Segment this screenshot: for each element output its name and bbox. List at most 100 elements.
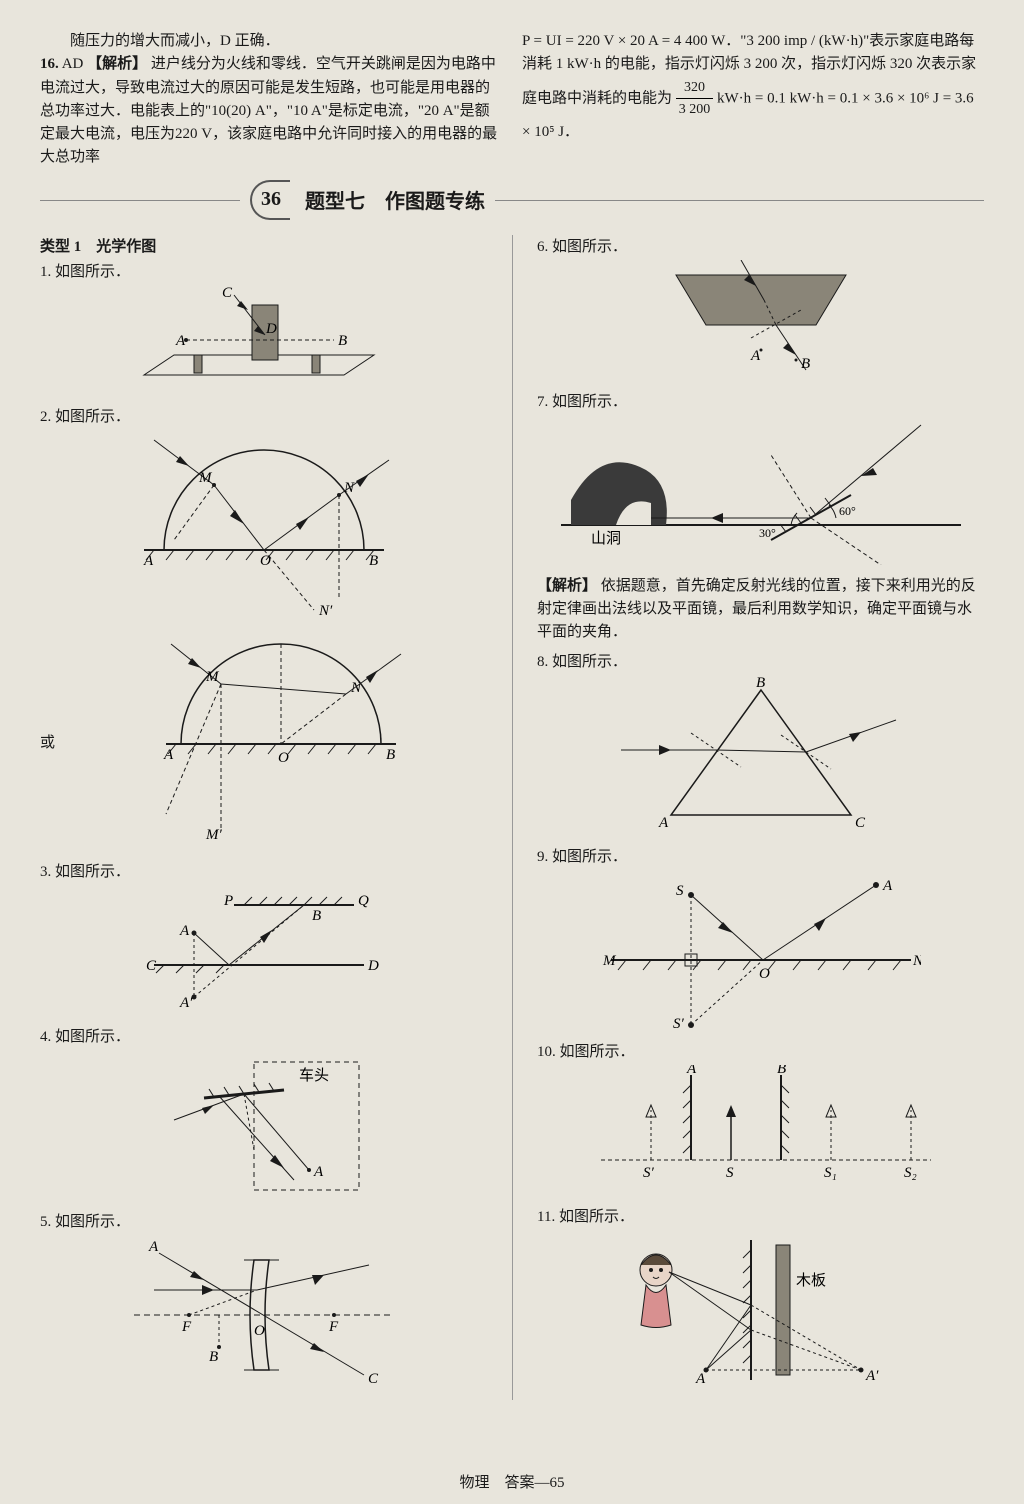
q2-label: 2. 如图所示．: [40, 405, 487, 426]
svg-text:A: A: [148, 1239, 159, 1255]
svg-text:N: N: [912, 953, 921, 969]
q7-figure: 山洞 60° 30°: [551, 415, 971, 565]
svg-text:B: B: [338, 333, 347, 349]
top-right-col: P = UI = 220 V × 20 A = 4 400 W．"3 200 i…: [522, 30, 984, 170]
svg-text:山洞: 山洞: [591, 530, 621, 547]
svg-text:S′: S′: [673, 1016, 685, 1030]
svg-text:车头: 车头: [299, 1067, 329, 1084]
frac-num: 320: [676, 77, 714, 100]
svg-text:A: A: [143, 553, 154, 569]
svg-text:B: B: [777, 1065, 786, 1077]
top-left-col: 随压力的增大而减小，D 正确． 16. AD 【解析】 进户线分为火线和零线．空…: [40, 30, 502, 170]
q8-label: 8. 如图所示．: [537, 650, 984, 671]
q9-figure: M N O S S′ A: [601, 870, 921, 1030]
q5-figure: F F O A C B: [124, 1235, 404, 1385]
svg-text:A: A: [686, 1065, 697, 1077]
header-title: 题型七 作图题专练: [305, 185, 485, 214]
q9-label: 9. 如图所示．: [537, 845, 984, 866]
svg-text:D: D: [367, 958, 379, 974]
svg-text:F: F: [328, 1319, 339, 1335]
svg-text:F: F: [181, 1319, 192, 1335]
intro-line: 随压力的增大而减小，D 正确．: [40, 30, 502, 53]
svg-text:A: A: [695, 1371, 706, 1387]
column-divider: [512, 235, 513, 1401]
page-footer: 物理 答案—65: [0, 1471, 1024, 1492]
q6-label: 6. 如图所示．: [537, 235, 984, 256]
svg-text:N′: N′: [318, 603, 333, 619]
q9: 9. 如图所示． M N O S S′ A: [537, 845, 984, 1030]
svg-text:M: M: [205, 669, 220, 685]
svg-text:B: B: [756, 675, 765, 691]
q1-figure: A B C D: [124, 285, 404, 395]
svg-text:A: A: [882, 878, 893, 894]
svg-text:B: B: [801, 356, 810, 372]
q7-analysis-label: 【解析】: [537, 578, 597, 594]
svg-text:S: S: [726, 1165, 734, 1181]
svg-text:M′: M′: [205, 827, 222, 843]
or-label: 或: [40, 731, 55, 752]
svg-text:B: B: [209, 1349, 218, 1365]
q5: 5. 如图所示． F F O A C: [40, 1210, 487, 1385]
svg-text:N: N: [350, 680, 362, 696]
q6-figure: A B: [646, 260, 876, 380]
q16-ans: AD: [62, 56, 84, 72]
q16: 16. AD 【解析】 进户线分为火线和零线．空气开关跳闸是因为电路中电流过大，…: [40, 53, 502, 169]
q2-figure-b: A B O M N M′: [136, 634, 416, 844]
q16-num: 16.: [40, 56, 59, 72]
q1-label: 1. 如图所示．: [40, 260, 487, 281]
svg-text:C: C: [855, 815, 866, 831]
header-line: [40, 200, 984, 201]
q2-figure-a: A O B M N N′: [114, 430, 414, 620]
q7-label: 7. 如图所示．: [537, 390, 984, 411]
svg-text:A: A: [179, 923, 190, 939]
svg-text:C: C: [222, 285, 233, 301]
q4: 4. 如图所示． 车头 A: [40, 1025, 487, 1200]
svg-text:60°: 60°: [839, 504, 856, 518]
q2: 2. 如图所示． A O B M N: [40, 405, 487, 854]
svg-text:A: A: [658, 815, 669, 831]
svg-text:Q: Q: [358, 893, 369, 909]
svg-text:O: O: [759, 966, 770, 982]
svg-text:O: O: [254, 1323, 265, 1339]
q3-figure: P Q B C D A A′: [144, 885, 384, 1015]
svg-text:S′: S′: [643, 1165, 655, 1181]
frac-den: 3 200: [676, 99, 714, 121]
q10-figure: A B S S′ S₁ S₂: [581, 1065, 941, 1195]
left-column: 类型 1 光学作图 1. 如图所示． A B C: [40, 235, 502, 1401]
right-text: P = UI = 220 V × 20 A = 4 400 W．"3 200 i…: [522, 30, 984, 144]
q3-label: 3. 如图所示．: [40, 860, 487, 881]
svg-text:S: S: [676, 883, 684, 899]
header-badge: 36 题型七 作图题专练: [240, 180, 495, 220]
header-number: 36: [250, 180, 290, 220]
main-content: 类型 1 光学作图 1. 如图所示． A B C: [40, 235, 984, 1401]
q3: 3. 如图所示． P Q B C D A A′: [40, 860, 487, 1015]
q8-figure: B A C: [611, 675, 911, 835]
svg-text:C: C: [368, 1371, 379, 1385]
svg-text:A: A: [313, 1164, 324, 1180]
svg-text:S₂: S₂: [904, 1165, 917, 1181]
svg-text:O: O: [260, 553, 271, 569]
svg-text:M: M: [602, 953, 617, 969]
svg-text:A′: A′: [865, 1368, 879, 1384]
svg-text:P: P: [223, 893, 233, 909]
q4-figure: 车头 A: [154, 1050, 374, 1200]
q1: 1. 如图所示． A B C D: [40, 260, 487, 395]
q5-label: 5. 如图所示．: [40, 1210, 487, 1231]
q7-analysis-text: 依据题意，首先确定反射光线的位置，接下来利用光的反射定律画出法线以及平面镜，最后…: [537, 578, 976, 641]
q4-label: 4. 如图所示．: [40, 1025, 487, 1046]
svg-text:A: A: [750, 348, 761, 364]
q8: 8. 如图所示． B A C: [537, 650, 984, 835]
svg-text:A: A: [163, 747, 174, 763]
category-1: 类型 1 光学作图: [40, 235, 487, 256]
svg-text:A′: A′: [179, 995, 193, 1011]
svg-text:A: A: [175, 333, 186, 349]
q11-figure: 木板 A A′: [601, 1230, 921, 1390]
q6: 6. 如图所示． A B: [537, 235, 984, 380]
q7-analysis: 【解析】 依据题意，首先确定反射光线的位置，接下来利用光的反射定律画出法线以及平…: [537, 575, 984, 645]
svg-text:O: O: [278, 750, 289, 766]
svg-text:30°: 30°: [759, 526, 776, 540]
svg-text:D: D: [265, 321, 277, 337]
q10: 10. 如图所示． A B S S′ S₁: [537, 1040, 984, 1195]
section-header: 36 题型七 作图题专练: [40, 180, 984, 220]
svg-text:B: B: [312, 908, 321, 924]
